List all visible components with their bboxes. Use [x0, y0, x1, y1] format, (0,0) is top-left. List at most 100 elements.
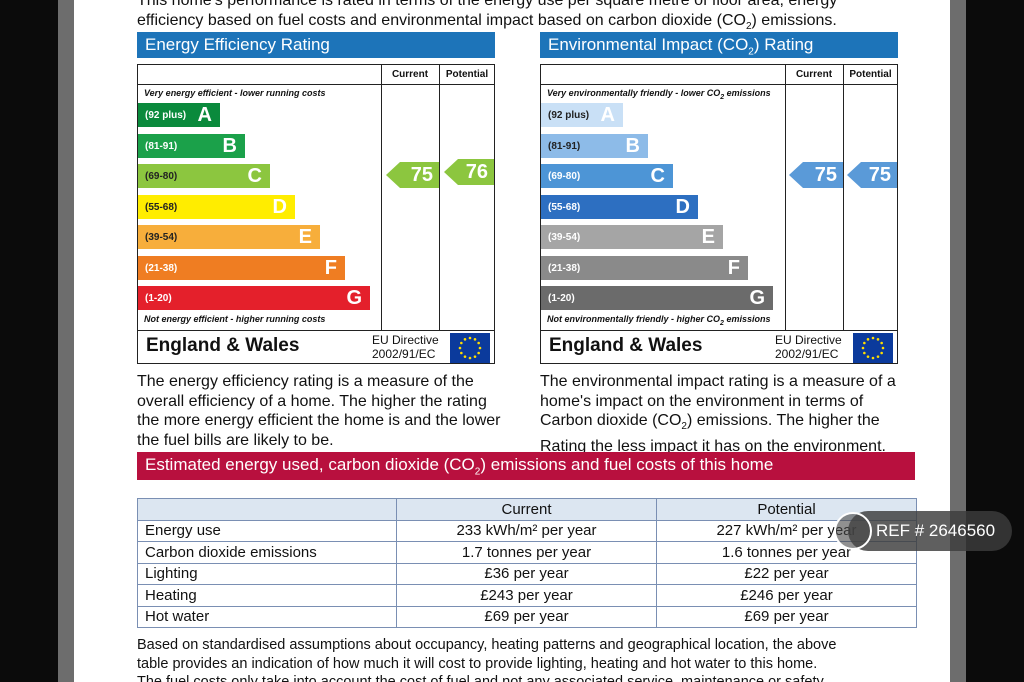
environment-rating-chart: Current Potential Very environmentally f…	[540, 64, 898, 364]
eu-star	[863, 351, 866, 355]
band-range: (39-54)	[145, 232, 178, 243]
band-letter: B	[222, 134, 237, 157]
band-a: (92 plus) A	[541, 103, 623, 127]
band-letter: D	[675, 195, 690, 218]
cell-label: Energy use	[137, 519, 397, 542]
col-current-label: Current	[795, 69, 833, 80]
cell-label: Carbon dioxide emissions	[137, 541, 397, 564]
band-f: (21-38) F	[138, 255, 345, 280]
right-black-margin	[966, 0, 1024, 682]
energy-description: The energy efficiency rating is a measur…	[137, 373, 501, 449]
band-letter: G	[346, 287, 362, 309]
intro-line-2: efficiency based on fuel costs and envir…	[137, 12, 837, 33]
divider	[439, 65, 440, 330]
cell-current: £69 per year	[396, 605, 657, 628]
col-potential-label: Potential	[849, 69, 892, 80]
eu-star	[876, 338, 880, 341]
table-row: Carbon dioxide emissions 1.7 tonnes per y…	[137, 541, 917, 564]
eu-star	[460, 341, 463, 345]
eu-star	[463, 338, 467, 341]
table-row: Energy use 233 kWh/m² per year 227 kWh/m² …	[137, 519, 917, 542]
eu-star	[477, 341, 480, 345]
cell-label: Hot water	[137, 605, 397, 628]
top-note: Very environmentally friendly - lower CO…	[547, 88, 771, 101]
band-letter: C	[650, 165, 665, 187]
eu-star	[468, 336, 472, 340]
band-range: (39-54)	[548, 232, 581, 243]
band-letter: D	[272, 195, 287, 218]
estimate-header: Estimated energy used, carbon dioxide (C…	[137, 452, 915, 480]
band-letter: A	[197, 104, 212, 126]
band-a: (92 plus) A	[138, 103, 220, 127]
eu-star	[460, 351, 463, 355]
region-label: England & Wales	[549, 335, 703, 356]
cell-current: £243 per year	[396, 584, 657, 607]
eu-directive: EU Directive 2002/91/EC	[372, 333, 439, 361]
table-row: Heating £243 per year £246 per year	[137, 584, 917, 607]
cell-current: £36 per year	[396, 562, 657, 585]
environment-description: The environmental impact rating is a mea…	[540, 373, 896, 455]
band-letter: E	[701, 226, 715, 248]
cell-potential: £22 per year	[656, 562, 917, 585]
energy-rating-chart: Current Potential Very energy efficient …	[137, 64, 495, 364]
environment-rating-header: Environmental Impact (CO2) Rating	[540, 32, 898, 58]
band-range: (81-91)	[548, 140, 581, 152]
band-range: (81-91)	[145, 140, 178, 152]
band-g: (1-20) G	[138, 286, 370, 310]
band-c: (69-80) C	[541, 164, 673, 188]
energy-rating-header: Energy Efficiency Rating	[137, 32, 495, 58]
eu-star	[473, 355, 477, 358]
band-e: (39-54) E	[541, 225, 723, 249]
current-rating-arrow: 75	[789, 162, 843, 188]
eu-star	[463, 355, 467, 358]
divider	[541, 84, 897, 85]
bottom-note: Not energy efficient - higher running co…	[144, 314, 326, 324]
eu-star	[876, 355, 880, 358]
divider	[138, 84, 494, 85]
eu-star	[458, 346, 462, 350]
band-range: (55-68)	[145, 201, 178, 213]
band-range: (21-38)	[145, 262, 178, 274]
left-black-margin	[0, 0, 58, 682]
top-note: Very energy efficient - lower running co…	[144, 88, 326, 98]
band-e: (39-54) E	[138, 225, 320, 249]
eu-directive: EU Directive 2002/91/EC	[775, 333, 842, 361]
costs-table: Current Potential Energy use 233 kWh/m² p…	[137, 498, 917, 628]
current-rating-arrow: 75	[386, 162, 439, 188]
eu-star	[866, 355, 870, 358]
col-current-label: Current	[391, 69, 429, 80]
eu-star	[477, 351, 480, 355]
cell-label: Heating	[137, 584, 397, 607]
eu-star	[861, 346, 865, 350]
epc-document-page: This home's performance is rated in term…	[74, 0, 950, 682]
eu-star	[863, 341, 866, 345]
potential-rating-arrow: 75	[847, 162, 897, 188]
eu-star	[871, 356, 875, 360]
band-b: (81-91) B	[541, 133, 648, 158]
eu-star	[880, 341, 883, 345]
band-b: (81-91) B	[138, 133, 245, 158]
eu-star	[881, 346, 885, 350]
eu-star	[866, 338, 870, 341]
eu-star	[478, 346, 482, 350]
band-range: (1-20)	[145, 293, 172, 304]
band-letter: C	[247, 165, 262, 187]
band-f: (21-38) F	[541, 255, 748, 280]
watermark-logo-icon	[834, 512, 872, 550]
band-letter: F	[324, 256, 337, 279]
divider	[843, 65, 844, 330]
band-letter: E	[298, 226, 312, 248]
left-gray-border	[58, 0, 74, 682]
band-d: (55-68) D	[138, 194, 295, 219]
band-c: (69-80) C	[138, 164, 270, 188]
table-row: Lighting £36 per year £22 per year	[137, 562, 917, 585]
divider	[785, 65, 786, 330]
reference-badge: REF # 2646560	[848, 511, 1012, 551]
cell-label: Lighting	[137, 562, 397, 585]
table-header-row: Current Potential	[137, 498, 917, 521]
eu-flag-icon	[450, 333, 490, 363]
band-letter: F	[727, 256, 740, 279]
cell-current: 233 kWh/m² per year	[396, 519, 657, 542]
right-gray-border	[950, 0, 966, 682]
header-blank-cell	[137, 498, 397, 521]
